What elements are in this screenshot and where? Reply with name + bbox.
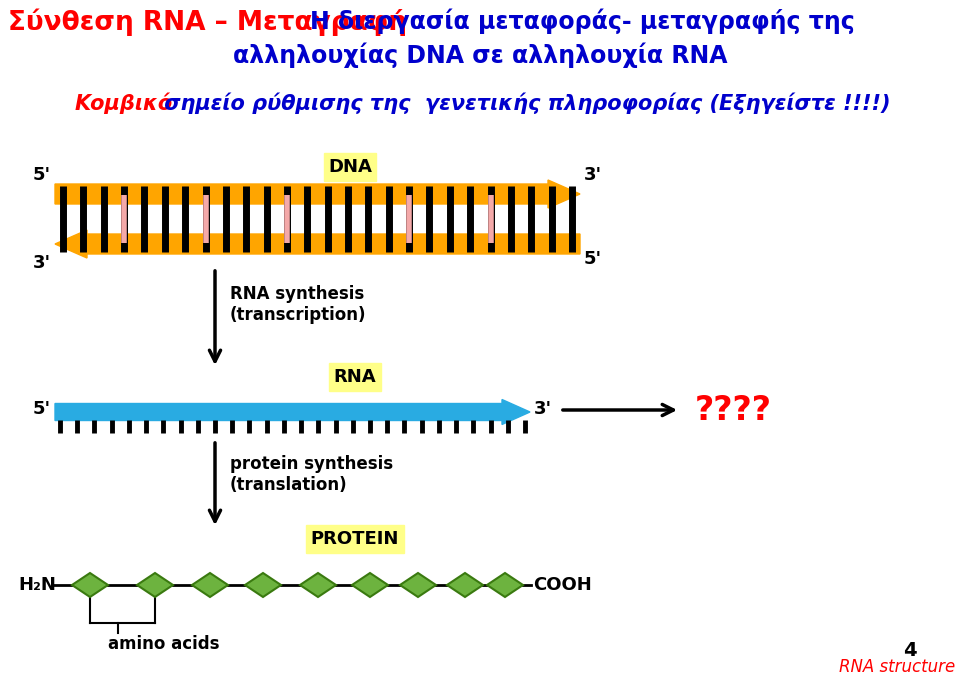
Text: PROTEIN: PROTEIN (311, 530, 399, 548)
Text: RNA synthesis
(transcription): RNA synthesis (transcription) (230, 285, 367, 324)
Text: Η διεργασία μεταφοράς- μεταγραφής της: Η διεργασία μεταφοράς- μεταγραφής της (310, 8, 854, 34)
Text: 3': 3' (33, 254, 51, 272)
Text: 3': 3' (534, 400, 552, 418)
FancyArrow shape (55, 180, 580, 208)
Polygon shape (72, 573, 108, 597)
Text: protein synthesis
(translation): protein synthesis (translation) (230, 455, 394, 494)
Polygon shape (447, 573, 483, 597)
Text: 5': 5' (33, 166, 51, 184)
FancyArrow shape (55, 230, 580, 258)
Text: DNA: DNA (328, 158, 372, 176)
Text: 4: 4 (903, 641, 917, 660)
Text: αλληλουχίας DNA σε αλληλουχία RNA: αλληλουχίας DNA σε αλληλουχία RNA (232, 42, 728, 68)
Text: RNA: RNA (334, 368, 376, 386)
Text: RNA structure: RNA structure (839, 658, 955, 676)
Text: COOH: COOH (533, 576, 591, 594)
Polygon shape (245, 573, 281, 597)
Polygon shape (137, 573, 173, 597)
Text: σημείο ρύθμισης της  γενετικής πληροφορίας (Εξηγείστε !!!!): σημείο ρύθμισης της γενετικής πληροφορία… (157, 92, 891, 114)
Text: H₂N: H₂N (18, 576, 56, 594)
FancyArrow shape (55, 399, 530, 425)
Text: Σύνθεση RNA – Μεταγραφή: Σύνθεση RNA – Μεταγραφή (8, 8, 407, 36)
Polygon shape (487, 573, 523, 597)
Polygon shape (300, 573, 336, 597)
Text: Κομβικό: Κομβικό (75, 92, 173, 114)
Text: 5': 5' (584, 250, 602, 268)
Text: 3': 3' (584, 166, 602, 184)
Polygon shape (192, 573, 228, 597)
Text: 5': 5' (33, 400, 51, 418)
Polygon shape (352, 573, 388, 597)
Text: ????: ???? (695, 393, 772, 427)
Polygon shape (400, 573, 436, 597)
Text: amino acids: amino acids (108, 635, 219, 653)
